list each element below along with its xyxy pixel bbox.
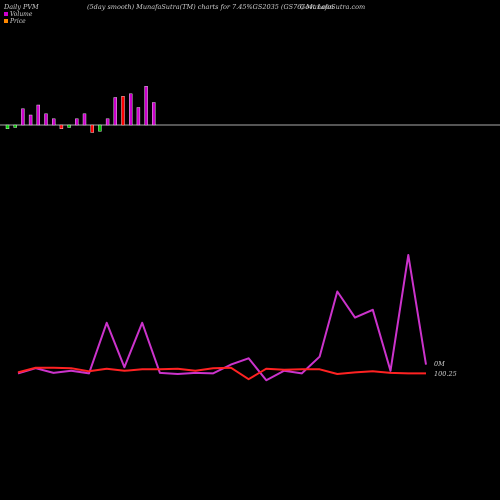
volume-bar xyxy=(21,108,25,126)
volume-bar xyxy=(128,93,133,126)
price-line xyxy=(17,366,426,381)
volume-bar xyxy=(82,113,87,126)
volume-bar xyxy=(36,104,40,126)
volume-bar xyxy=(5,124,10,129)
volume-bar xyxy=(44,113,48,126)
legend-volume-label: Volume xyxy=(10,11,33,18)
header-title-center: (5day smooth) MunafaSutra(TM) charts for… xyxy=(87,3,365,11)
volume-bar xyxy=(67,124,71,128)
volume-bar xyxy=(113,97,118,126)
header-title-right: Govt Loan xyxy=(300,3,334,11)
legend-volume-swatch xyxy=(4,12,8,16)
header-title-left: Daily PVM xyxy=(3,3,39,11)
volume-bar xyxy=(98,124,102,132)
price-volume-lines xyxy=(17,254,427,382)
volume-bar xyxy=(52,118,56,126)
volume-last-label: 0M xyxy=(434,360,445,368)
volume-bar xyxy=(136,107,141,126)
volume-bar xyxy=(121,96,125,126)
volume-bar xyxy=(28,114,33,126)
volume-bar xyxy=(59,124,64,129)
volume-line xyxy=(17,254,427,382)
volume-bar xyxy=(105,118,110,126)
volume-bar xyxy=(152,102,156,126)
volume-bar xyxy=(75,118,79,126)
legend-price-label: Price xyxy=(9,18,26,25)
volume-bar xyxy=(144,86,148,126)
volume-bars xyxy=(5,86,156,133)
volume-bar xyxy=(90,124,94,133)
price-last-label: 100.25 xyxy=(434,370,457,378)
legend-price-swatch xyxy=(4,19,8,23)
volume-bar xyxy=(13,124,17,128)
